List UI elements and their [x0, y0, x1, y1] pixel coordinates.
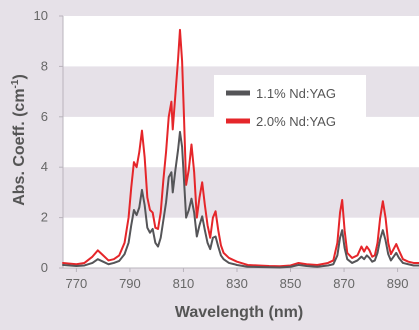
- x-tick-label-830: 830: [226, 276, 248, 291]
- y-tick-label-10: 10: [34, 8, 48, 23]
- plot-bands: [63, 16, 419, 268]
- x-tick-label-810: 810: [173, 276, 195, 291]
- y-tick-label-6: 6: [41, 109, 48, 124]
- legend: 1.1% Nd:YAG 2.0% Nd:YAG: [214, 75, 366, 135]
- legend-label-series-1: 1.1% Nd:YAG: [256, 86, 336, 101]
- y-tick-label-2: 2: [41, 210, 48, 225]
- y-axis-title-close: ): [11, 74, 28, 79]
- y-axis-title-superscript: -1: [10, 79, 21, 88]
- y-tick-label-8: 8: [41, 58, 48, 73]
- plot-axes: [59, 15, 419, 272]
- x-tick-label-790: 790: [119, 276, 141, 291]
- x-tick-label-890: 890: [387, 276, 409, 291]
- grid-band-0-2: [63, 217, 419, 268]
- y-axis-title: Abs. Coeff. (cm-1): [10, 74, 28, 206]
- y-axis-title-main: Abs. Coeff. (cm: [11, 88, 28, 205]
- x-tick-label-850: 850: [280, 276, 302, 291]
- x-axis-title: Wavelength (nm): [175, 304, 303, 321]
- y-tick-label-0: 0: [41, 260, 48, 275]
- grid-band-8-10: [63, 16, 419, 67]
- grid-band-2-4: [63, 167, 419, 218]
- y-tick-labels: 0 2 4 6 8 10: [34, 8, 48, 275]
- y-tick-label-4: 4: [41, 159, 48, 174]
- series-layer: [62, 28, 419, 269]
- x-tick-label-870: 870: [333, 276, 355, 291]
- x-tick-labels: 770 790 810 830 850 870 890: [66, 276, 409, 291]
- legend-box: [214, 75, 366, 135]
- x-tick-label-770: 770: [66, 276, 88, 291]
- series-line-2: [62, 28, 419, 268]
- legend-label-series-2: 2.0% Nd:YAG: [256, 114, 336, 129]
- series-line-1: [62, 130, 419, 269]
